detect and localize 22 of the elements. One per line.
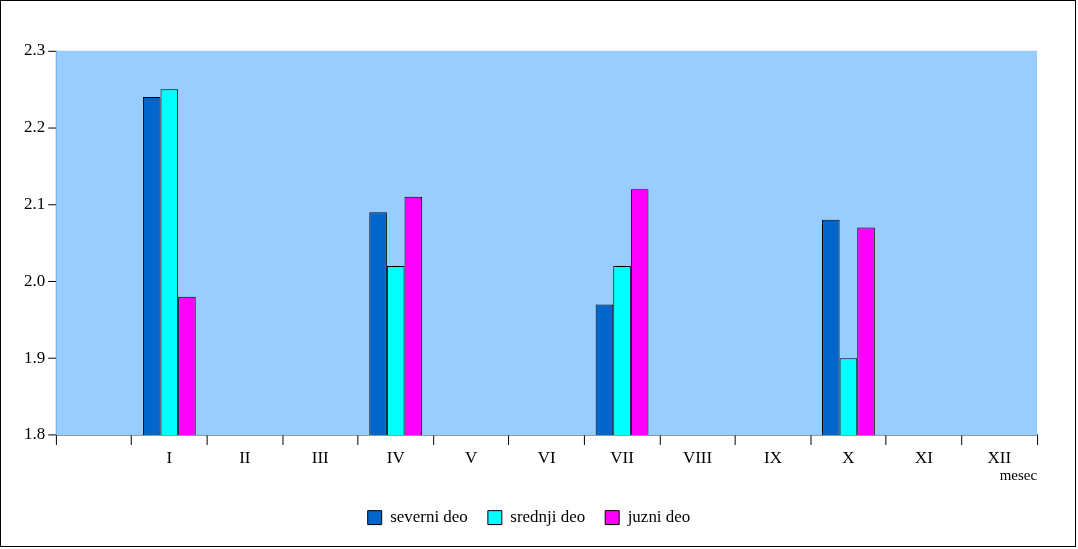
legend-label: severni deo xyxy=(390,507,468,527)
y-tick-label: 2.0 xyxy=(23,270,46,290)
x-tick-label: II xyxy=(239,447,251,467)
y-tick-label: 1.9 xyxy=(23,347,46,367)
x-tick-label: IV xyxy=(386,447,406,467)
x-tick-label: VIII xyxy=(682,447,713,467)
x-tick-label: XII xyxy=(987,447,1012,467)
y-tick-label: 2.2 xyxy=(23,117,46,137)
x-tick-label: VI xyxy=(537,447,556,467)
y-tick-label: 2.1 xyxy=(23,193,46,213)
y-tick-label: 1.8 xyxy=(23,424,46,444)
legend-label: juzni deo xyxy=(626,507,691,527)
x-tick-label: IX xyxy=(764,447,782,467)
x-tick-label: XI xyxy=(914,447,934,467)
x-axis-title: mesec xyxy=(999,467,1038,484)
x-tick-label: I xyxy=(166,447,173,467)
y-tick-label: 2.3 xyxy=(23,40,46,60)
x-tick-label: III xyxy=(311,447,330,467)
x-tick-label: V xyxy=(465,447,479,467)
legend-label: srednji deo xyxy=(510,507,586,527)
x-tick-label: X xyxy=(842,447,855,467)
x-tick-label: VII xyxy=(610,447,635,467)
